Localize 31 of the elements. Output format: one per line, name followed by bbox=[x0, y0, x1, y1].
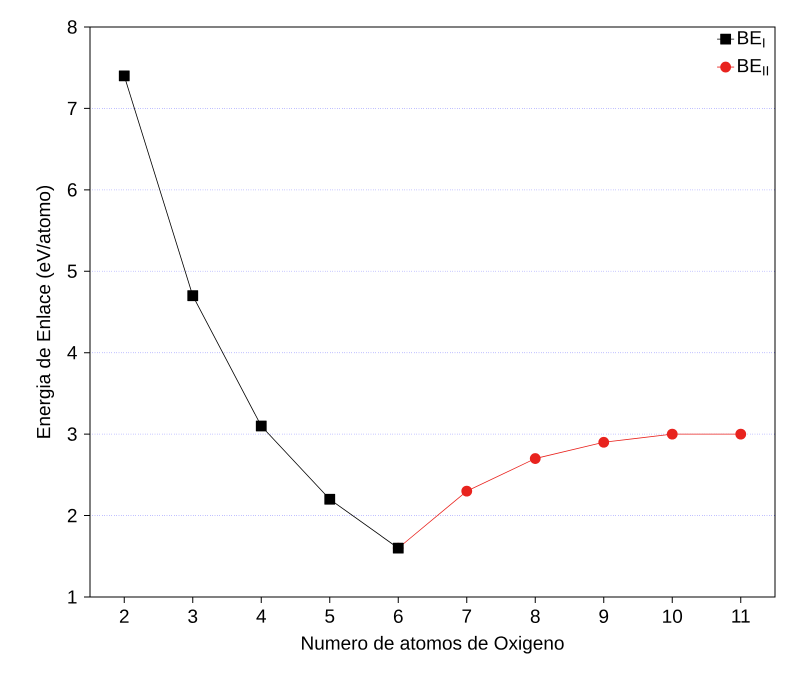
x-tick-label: 3 bbox=[188, 610, 198, 623]
y-axis-title: Energia de Enlace (eV/atomo) bbox=[36, 186, 54, 438]
y-tick-label: 5 bbox=[68, 264, 77, 278]
y-tick-label: 8 bbox=[68, 20, 77, 34]
legend-label: BE$_{II}$ bbox=[738, 59, 768, 76]
x-tick-label: 4 bbox=[256, 610, 266, 623]
point bbox=[461, 486, 472, 497]
y-tick-label: 7 bbox=[68, 102, 77, 115]
x-tick-label: 8 bbox=[530, 610, 540, 623]
y-tick-label: 2 bbox=[68, 508, 77, 522]
x-tick-label: 5 bbox=[325, 610, 334, 623]
point bbox=[324, 494, 336, 505]
y-tick-label: 4 bbox=[67, 346, 77, 360]
y-tick-label: 3 bbox=[68, 427, 77, 441]
point bbox=[666, 428, 678, 440]
y-tick-label: 1 bbox=[68, 590, 77, 604]
point bbox=[530, 453, 541, 464]
x-tick-label: 7 bbox=[462, 610, 472, 623]
point bbox=[187, 290, 198, 302]
x-axis-title: Numero de atomos de Oxigeno bbox=[302, 636, 564, 654]
legend-label: BE$_{I}$ bbox=[738, 31, 764, 48]
point bbox=[256, 420, 267, 432]
y-tick-label: 6 bbox=[68, 183, 77, 197]
x-tick-label: 6 bbox=[394, 610, 403, 623]
point bbox=[598, 436, 610, 448]
x-tick-label: 9 bbox=[599, 610, 608, 623]
x-tick-label: 10 bbox=[663, 610, 682, 623]
x-tick-label: 2 bbox=[120, 610, 129, 623]
point bbox=[735, 428, 746, 440]
x-tick-label: 11 bbox=[732, 610, 750, 623]
point bbox=[118, 70, 130, 82]
